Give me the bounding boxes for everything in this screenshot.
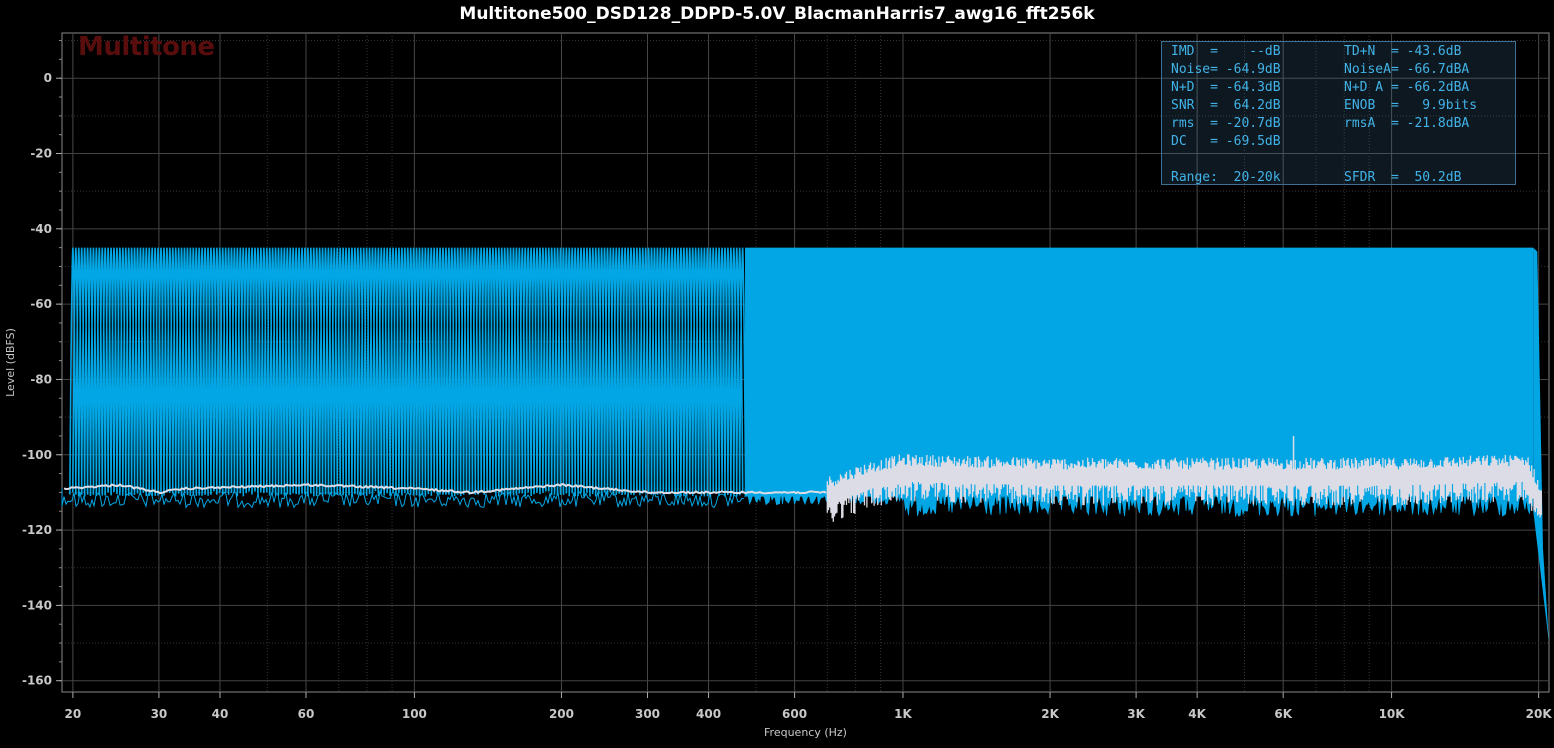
stat-right: TD+N = -43.6dB <box>1344 44 1462 59</box>
axes: 0 -20 -40 -60 -80 -100 -120 -140 -160 20 30 40 60 100… <box>22 40 1553 721</box>
x-tick-label: 20 <box>65 707 82 721</box>
y-axis-title: Level (dBFS) <box>4 328 17 397</box>
stat-left: rms = -20.7dB <box>1171 116 1281 131</box>
y-tick-label: -140 <box>22 598 52 612</box>
rolloff-edge <box>1533 247 1549 644</box>
noise-floor-series <box>63 435 1542 522</box>
watermark: Multitone <box>78 32 215 62</box>
x-tick-label: 4K <box>1188 707 1206 721</box>
stat-left: SNR = 64.2dB <box>1171 98 1281 113</box>
x-tick-label: 300 <box>635 707 660 721</box>
x-tick-label: 2K <box>1041 707 1059 721</box>
y-tick-label: -160 <box>22 674 52 688</box>
x-tick-label: 20K <box>1526 707 1553 721</box>
noise-floor-core <box>827 467 1542 515</box>
stat-left: DC = -69.5dB <box>1171 134 1281 149</box>
y-tick-label: -120 <box>22 523 52 537</box>
y-tick-label: -80 <box>30 372 52 386</box>
stat-right: NoiseA= -66.7dBA <box>1344 62 1470 77</box>
tone-peaks <box>69 247 747 497</box>
x-axis-title: Frequency (Hz) <box>764 726 847 739</box>
signal-floor-noise <box>61 488 745 509</box>
x-tick-label: 10K <box>1379 707 1406 721</box>
x-tick-label: 40 <box>212 707 229 721</box>
stat-right: N+D A = -66.2dBA <box>1344 80 1470 95</box>
y-tick-label: -40 <box>30 222 52 236</box>
y-tick-label: -100 <box>22 448 52 462</box>
x-tick-label: 60 <box>298 707 315 721</box>
y-tick-label: -60 <box>30 297 52 311</box>
dense-tone-block <box>745 247 1534 497</box>
noise-floor-line <box>63 482 827 495</box>
x-tick-label: 3K <box>1127 707 1145 721</box>
x-tick-label: 600 <box>782 707 807 721</box>
stat-left: IMD = --dB <box>1171 44 1281 59</box>
signal-series <box>61 247 1549 644</box>
stat-left: N+D = -64.3dB <box>1171 80 1281 95</box>
stat-right: SFDR = 50.2dB <box>1344 170 1462 185</box>
x-tick-label: 1K <box>894 707 912 721</box>
y-tick-label: 0 <box>44 71 52 85</box>
stat-right: rmsA = -21.8dBA <box>1344 116 1470 131</box>
chart-title: Multitone500_DSD128_DDPD-5.0V_BlacmanHar… <box>459 4 1095 24</box>
x-tick-label: 30 <box>151 707 168 721</box>
dense-block-bottom <box>744 488 1534 517</box>
stat-right: ENOB = 9.9bits <box>1344 98 1478 113</box>
y-tick-label: -20 <box>30 147 52 161</box>
x-tick-label: 100 <box>402 707 427 721</box>
stats-box: IMD = --dB TD+N = -43.6dB Noise= -64.9dB No… <box>1161 41 1516 185</box>
x-tick-label: 200 <box>549 707 574 721</box>
x-tick-label: 400 <box>696 707 721 721</box>
stat-left: Range: 20-20k <box>1171 170 1281 185</box>
x-tick-label: 6K <box>1274 707 1292 721</box>
stat-left: Noise= -64.9dB <box>1171 62 1281 77</box>
